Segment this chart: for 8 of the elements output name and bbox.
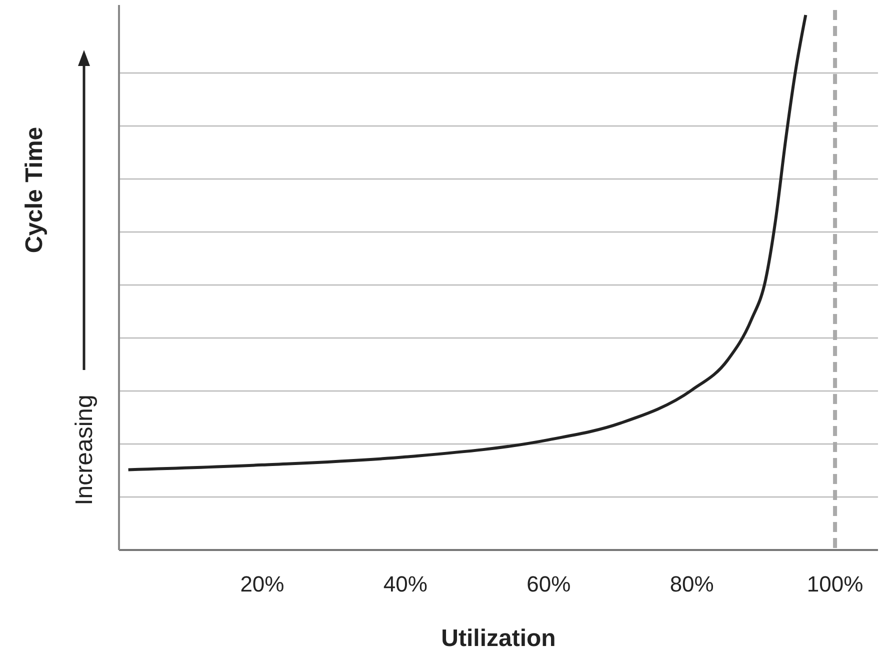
x-tick-label: 100%: [806, 572, 864, 597]
x-tick-label: 80%: [670, 572, 714, 597]
y-axis-title: Cycle Time: [21, 126, 48, 254]
x-tick-label: 60%: [526, 572, 571, 597]
x-tick-label: 40%: [383, 572, 428, 597]
text: Increasing: [71, 394, 98, 506]
x-axis-title: Utilization: [441, 625, 556, 652]
x-tick-label: 20%: [240, 572, 284, 597]
